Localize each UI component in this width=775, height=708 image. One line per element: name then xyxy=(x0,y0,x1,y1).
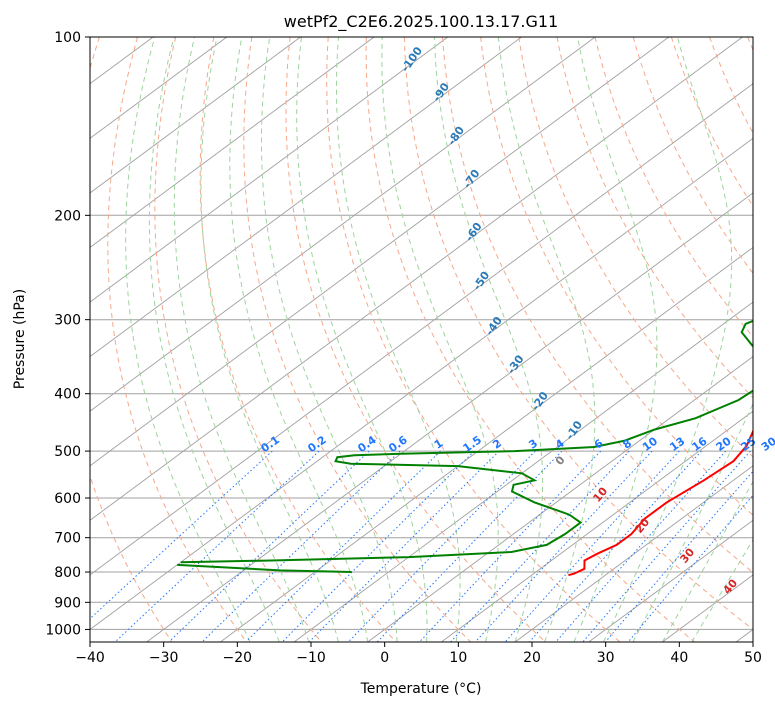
isotherm--40 xyxy=(90,137,753,631)
x-tick-label: 0 xyxy=(380,650,389,666)
isotherm-0 xyxy=(367,356,753,642)
y-tick-label: 400 xyxy=(54,387,81,403)
mixing-ratio-line xyxy=(201,450,401,642)
isotherm--120 xyxy=(90,37,301,194)
dry-adiabat-70 xyxy=(480,37,753,516)
isotherm--30 xyxy=(146,192,753,642)
dewpoint-profile xyxy=(177,563,352,573)
moist-adiabat-20 xyxy=(434,37,544,642)
mixing-ratio-line xyxy=(281,450,475,642)
y-tick-label: 800 xyxy=(54,565,81,581)
x-axis-label: Temperature (°C) xyxy=(360,681,482,697)
y-tick-label: 100 xyxy=(54,30,81,46)
moist-adiabat-44 xyxy=(691,538,753,642)
moist-adiabat-8 xyxy=(296,37,428,642)
moist-adiabat-36 xyxy=(632,402,753,642)
dry-adiabat-40 xyxy=(365,37,696,642)
mixing-ratio-line xyxy=(114,450,320,642)
moist-adiabat--12 xyxy=(148,37,280,642)
mixing-ratio-line xyxy=(504,450,680,642)
x-tick-label: 30 xyxy=(597,650,615,666)
dry-adiabat-0 xyxy=(199,37,397,642)
moist-adiabat-32 xyxy=(603,37,733,642)
plot-area xyxy=(90,37,753,642)
moist-adiabat-0 xyxy=(229,37,369,642)
x-tick-label: −40 xyxy=(75,650,105,666)
isotherm--20 xyxy=(220,246,753,642)
dry-adiabat-100 xyxy=(594,37,753,338)
y-axis-label: Pressure (hPa) xyxy=(12,289,28,389)
isotherm--130 xyxy=(90,37,228,139)
mixing-ratio-line xyxy=(419,450,602,642)
dry-adiabat-60 xyxy=(442,37,753,574)
y-tick-label: 300 xyxy=(54,313,81,329)
moist-adiabat-28 xyxy=(573,37,658,642)
moist-adiabat-24 xyxy=(497,37,596,642)
x-tick-label: −20 xyxy=(223,650,253,666)
mixing-ratio-line xyxy=(474,450,653,642)
y-tick-label: 1000 xyxy=(45,622,81,638)
mixing-ratio-line xyxy=(90,450,273,620)
temperature-profile xyxy=(568,428,753,577)
y-tick-label: 200 xyxy=(54,208,81,224)
moist-adiabat-12 xyxy=(336,37,461,642)
x-tick-label: −30 xyxy=(149,650,179,666)
mixing-ratio-line xyxy=(308,450,500,642)
isotherm--110 xyxy=(90,37,375,249)
isotherm-30 xyxy=(588,519,753,642)
isotherm-10 xyxy=(441,410,753,642)
y-tick-label: 600 xyxy=(54,491,81,507)
isotherm--50 xyxy=(90,83,753,576)
mixing-ratio-line xyxy=(555,450,727,642)
isotherm--10 xyxy=(293,301,753,642)
isotherm--60 xyxy=(90,37,743,521)
isotherm--70 xyxy=(90,37,670,467)
dry-adiabat-20 xyxy=(285,37,546,642)
isotherm--80 xyxy=(90,37,596,412)
axes: −40 −30 −20 −10 0 10 20 30 40 50 100 200 300 400 500 60… xyxy=(45,30,762,666)
mixing-ratio-line xyxy=(627,494,753,642)
isotherm--90 xyxy=(90,37,522,358)
y-tick-label: 900 xyxy=(54,595,81,611)
x-tick-label: 40 xyxy=(670,650,688,666)
mixing-ratio-line xyxy=(528,450,702,642)
x-tick-label: 10 xyxy=(449,650,467,666)
dry-adiabat--20 xyxy=(107,37,247,642)
x-tick-label: 50 xyxy=(744,650,762,666)
isotherm-20 xyxy=(514,465,753,642)
dewpoint-profile xyxy=(180,319,753,564)
dry-adiabat-10 xyxy=(243,37,472,642)
plot-frame xyxy=(89,36,754,643)
moist-adiabat-40 xyxy=(661,480,753,642)
mixing-ratio-line xyxy=(348,450,536,642)
dry-adiabat-80 xyxy=(518,37,753,458)
moist-adiabat-4 xyxy=(261,37,398,642)
x-tick-label: 20 xyxy=(523,650,541,666)
moist-adiabat-16 xyxy=(381,37,499,642)
moist-adiabat--16 xyxy=(125,37,251,642)
isotherm--100 xyxy=(90,37,449,303)
y-tick-label: 500 xyxy=(54,444,81,460)
dry-adiabat-30 xyxy=(326,37,621,642)
y-tick-label: 700 xyxy=(54,531,81,547)
chart-title: wetPf2_C2E6.2025.100.13.17.G11 xyxy=(284,12,558,32)
x-tick-label: −10 xyxy=(296,650,326,666)
